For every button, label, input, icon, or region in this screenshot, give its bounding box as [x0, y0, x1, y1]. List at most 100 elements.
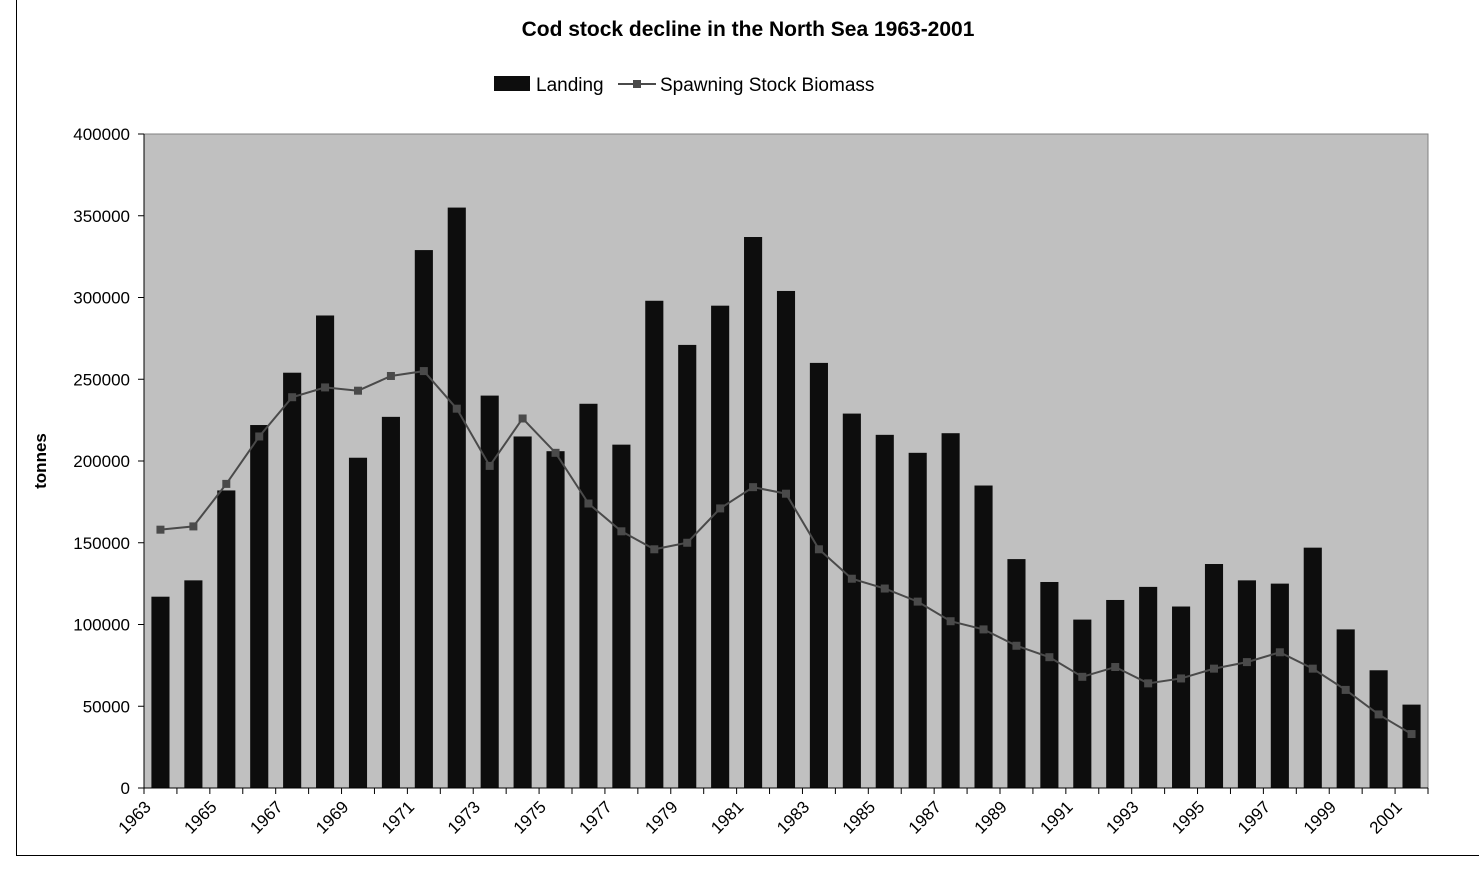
ssb-point-1993: [1144, 679, 1153, 688]
ssb-point-1991: [1078, 672, 1087, 681]
ssb-point-1965: [222, 479, 231, 488]
ssb-point-1981: [749, 483, 758, 492]
ssb-point-1971: [419, 367, 428, 376]
ssb-point-2001: [1407, 730, 1416, 739]
ssb-series: [156, 367, 1416, 739]
ssb-point-1968: [321, 383, 330, 392]
bar-landing-1982: [776, 290, 796, 788]
bar-landing-1973: [480, 395, 499, 788]
bar-landing-1975: [546, 451, 565, 788]
x-tick-label: 1969: [312, 797, 352, 837]
bar-landing-1999: [1336, 629, 1355, 788]
bar-landing-1970: [381, 416, 400, 788]
legend: Landing Spawning Stock Biomass: [494, 75, 874, 96]
ssb-point-1997: [1275, 648, 1284, 657]
bar-landing-1992: [1106, 599, 1125, 788]
bar-landing-1976: [579, 403, 598, 788]
x-tick-label: 1983: [773, 797, 813, 837]
bar-landing-1984: [842, 413, 861, 788]
bar-landing-1983: [809, 362, 828, 788]
bar-landing-1965: [217, 490, 236, 788]
x-tick-label: 1979: [641, 797, 681, 837]
bar-landing-1977: [612, 444, 631, 788]
ssb-point-1966: [255, 432, 264, 441]
bar-landing-1969: [348, 457, 368, 788]
ssb-point-1972: [452, 404, 461, 413]
ssb-point-1973: [485, 461, 494, 470]
bar-landing-1991: [1073, 619, 1092, 788]
ssb-point-1967: [288, 393, 297, 402]
bar-landing-1986: [908, 452, 927, 788]
ssb-point-1988: [979, 625, 988, 634]
y-tick-label: 300000: [73, 289, 130, 308]
x-tick-label: 1963: [115, 797, 155, 837]
ssb-point-1976: [584, 499, 593, 508]
y-tick-label: 200000: [73, 452, 130, 471]
ssb-point-1969: [354, 386, 362, 395]
ssb-point-1986: [913, 597, 922, 606]
x-tick-label: 1993: [1102, 797, 1142, 837]
ssb-point-1994: [1177, 674, 1186, 683]
bar-landing-1967: [283, 372, 302, 788]
x-tick-label: 1977: [576, 797, 616, 837]
x-tick-label: 1999: [1300, 797, 1340, 837]
bar-landing-2000: [1369, 670, 1388, 788]
y-tick-label: 350000: [73, 207, 130, 226]
bar-landing-1985: [875, 434, 894, 788]
ssb-point-1977: [617, 527, 626, 536]
bar-landing-1968: [316, 315, 335, 788]
ssb-point-1999: [1341, 685, 1350, 694]
bar-landing-1966: [250, 425, 269, 788]
chart-frame: [16, 0, 1479, 856]
bar-landing-1971: [414, 250, 433, 788]
ssb-point-1982: [782, 489, 790, 498]
ssb-point-1974: [518, 414, 527, 423]
ssb-point-1989: [1012, 641, 1021, 650]
bar-landing-1988: [974, 485, 993, 788]
bar-landing-1981: [744, 237, 763, 788]
bar-landing-1994: [1172, 606, 1191, 788]
x-tick-label: 1987: [905, 797, 945, 837]
chart-title: Cod stock decline in the North Sea 1963-…: [522, 18, 975, 41]
ssb-point-1987: [946, 617, 955, 626]
bar-landing-1978: [645, 300, 664, 788]
bar-landing-1974: [513, 436, 532, 788]
ssb-point-1963: [156, 525, 165, 534]
legend-label-landing: Landing: [536, 75, 604, 96]
x-tick-label: 1995: [1168, 797, 1208, 837]
ssb-point-1970: [386, 371, 395, 380]
y-tick-label: 0: [121, 779, 130, 798]
bar-landing-1980: [711, 305, 730, 788]
x-tick-label: 1973: [444, 797, 484, 837]
ssb-point-1990: [1045, 653, 1054, 662]
y-tick-label: 100000: [73, 616, 130, 635]
ssb-point-1980: [716, 504, 725, 513]
bar-landing-1995: [1204, 564, 1224, 788]
ssb-point-1995: [1210, 664, 1218, 673]
y-tick-label: 400000: [73, 125, 130, 144]
bar-landing-1990: [1040, 581, 1059, 788]
landing-bars: [151, 207, 1421, 788]
legend-label-ssb: Spawning Stock Biomass: [660, 75, 874, 96]
legend-swatch-ssb-marker: [633, 80, 641, 88]
x-tick-label: 1971: [378, 797, 418, 837]
bar-landing-1989: [1007, 559, 1026, 788]
ssb-point-2000: [1374, 710, 1383, 719]
ssb-point-1978: [650, 545, 659, 554]
bar-landing-1963: [151, 596, 170, 788]
legend-swatch-landing: [494, 76, 530, 91]
ssb-point-1984: [847, 574, 856, 583]
x-tick-label: 1997: [1234, 797, 1274, 837]
bar-landing-1964: [184, 580, 203, 788]
x-tick-label: 1981: [707, 797, 747, 837]
ssb-point-1998: [1308, 664, 1317, 673]
ssb-point-1983: [814, 545, 823, 554]
x-tick-label: 1985: [839, 797, 879, 837]
x-tick-label: 1991: [1036, 797, 1076, 837]
bar-landing-1979: [678, 344, 697, 788]
x-tick-label: 1965: [180, 797, 220, 837]
y-axis-label: tonnes: [31, 433, 50, 489]
bar-landing-1993: [1139, 586, 1158, 788]
bar-landing-2001: [1402, 704, 1421, 788]
